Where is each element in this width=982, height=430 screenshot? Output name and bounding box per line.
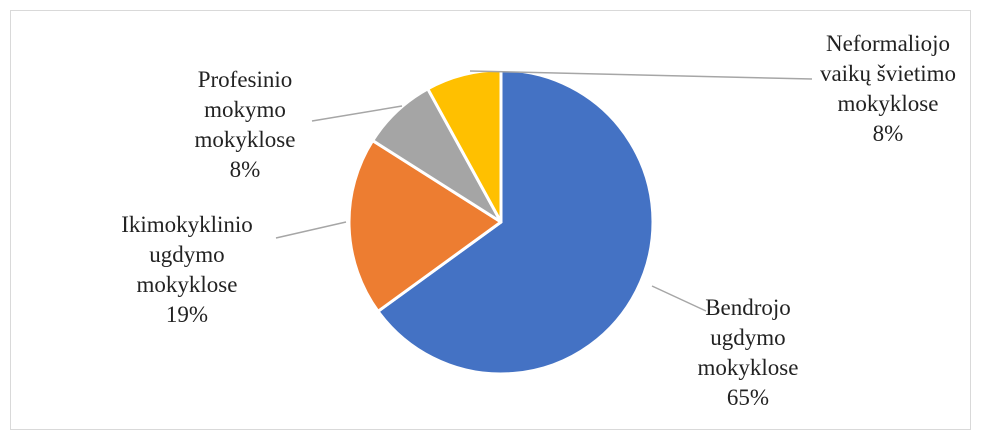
data-label-line: Ikimokyklinio: [121, 212, 253, 237]
pie-slices: [347, 68, 655, 376]
leader-line-3: [469, 70, 813, 80]
data-label-line: mokyklose: [195, 127, 296, 152]
data-labels: Bendrojo ugdymo mokyklose 65% Ikimokyklinio u…: [121, 31, 956, 410]
leader-lines: [275, 70, 813, 312]
data-label-line: mokyklose: [698, 355, 799, 380]
pie-slice-0: [376, 68, 655, 376]
data-label-line: mokyklose: [838, 91, 939, 116]
data-label-percent: 8%: [873, 121, 904, 146]
data-label-line: Neformaliojo: [826, 31, 950, 56]
data-label-line: ugdymo: [149, 242, 224, 267]
data-label-percent: 8%: [230, 157, 261, 182]
data-label-line: ugdymo: [710, 325, 785, 350]
data-label-2: Profesinio mokymo mokyklose 8%: [195, 67, 296, 182]
leader-line-1: [275, 221, 347, 239]
pie-slice-3: [426, 68, 503, 224]
data-label-3: Neformaliojo vaikų švietimo mokyklose 8%: [820, 31, 956, 146]
leader-line-2: [311, 105, 403, 122]
data-label-line: Profesinio: [198, 67, 293, 92]
data-label-line: mokyklose: [137, 272, 238, 297]
data-label-percent: 65%: [727, 385, 769, 410]
pie-slice-1: [347, 139, 503, 313]
data-label-percent: 19%: [166, 302, 208, 327]
data-label-0: Bendrojo ugdymo mokyklose 65%: [698, 295, 799, 410]
data-label-line: Bendrojo: [705, 295, 791, 320]
data-label-1: Ikimokyklinio ugdymo mokyklose 19%: [121, 212, 253, 327]
data-label-line: vaikų švietimo: [820, 61, 956, 86]
leader-line-0: [651, 285, 707, 312]
data-label-line: mokymo: [204, 97, 286, 122]
